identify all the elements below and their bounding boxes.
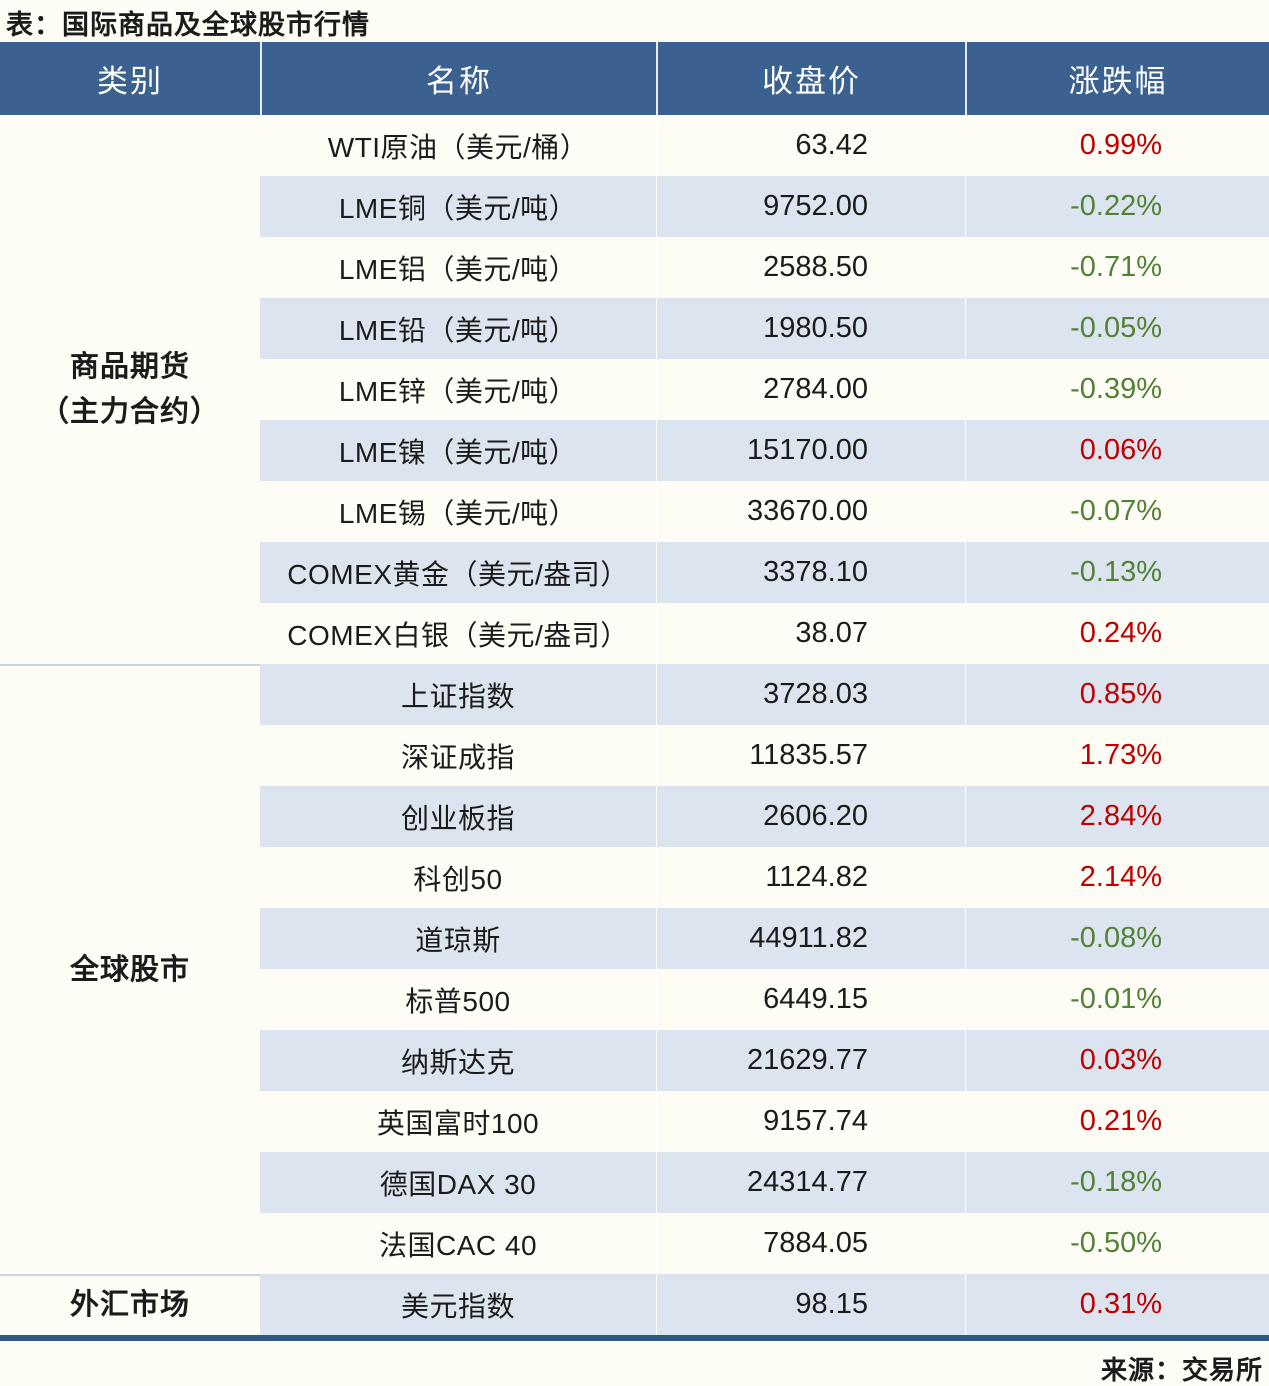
table-row: LME铝（美元/吨） 2588.50 -0.71% [260, 237, 1269, 298]
table-body: 商品期货 （主力合约） 全球股市 外汇市场 WTI原油（美元/桶） 63.42 … [0, 115, 1269, 1335]
close-price: 3728.03 [656, 664, 965, 725]
instrument-name: 法国CAC 40 [378, 1229, 538, 1261]
instrument-name: LME铜（美元/吨） [338, 192, 578, 224]
instrument-name: COMEX黄金（美元/盎司） [287, 558, 629, 590]
data-rows: WTI原油（美元/桶） 63.42 0.99% LME铜（美元/吨） 9752.… [260, 115, 1269, 1335]
table-row: 上证指数 3728.03 0.85% [260, 664, 1269, 725]
category-label-line: 外汇市场 [69, 1289, 190, 1322]
table-row: LME锌（美元/吨） 2784.00 -0.39% [260, 359, 1269, 420]
change-percent: -0.18% [965, 1152, 1269, 1213]
table-row: 标普500 6449.15 -0.01% [260, 969, 1269, 1030]
change-percent: -0.71% [965, 237, 1269, 298]
category-label-line: （主力合约） [39, 395, 220, 428]
change-percent: -0.08% [965, 908, 1269, 969]
instrument-name: 上证指数 [400, 680, 515, 712]
table-row: 道琼斯 44911.82 -0.08% [260, 908, 1269, 969]
close-price: 33670.00 [656, 481, 965, 542]
instrument-name: LME锌（美元/吨） [338, 375, 578, 407]
table-row: COMEX黄金（美元/盎司） 3378.10 -0.13% [260, 542, 1269, 603]
table-row: 英国富时100 9157.74 0.21% [260, 1091, 1269, 1152]
header-cell-category: 类别 [97, 64, 163, 99]
instrument-name: LME锡（美元/吨） [338, 497, 578, 529]
change-percent: -0.39% [965, 359, 1269, 420]
close-price: 24314.77 [656, 1152, 965, 1213]
instrument-name: LME铝（美元/吨） [338, 253, 578, 285]
change-percent: 2.14% [965, 847, 1269, 908]
instrument-name: 创业板指 [400, 802, 515, 834]
instrument-name: LME铅（美元/吨） [338, 314, 578, 346]
table-header-row: 类别 名称 收盘价 涨跌幅 [0, 42, 1269, 115]
close-price: 3378.10 [656, 542, 965, 603]
close-price: 9752.00 [656, 176, 965, 237]
change-percent: -0.13% [965, 542, 1269, 603]
table-row: LME镍（美元/吨） 15170.00 0.06% [260, 420, 1269, 481]
instrument-name: 纳斯达克 [400, 1046, 515, 1078]
change-percent: 0.99% [965, 115, 1269, 176]
change-percent: 0.24% [965, 603, 1269, 664]
close-price: 21629.77 [656, 1030, 965, 1091]
instrument-name: 道琼斯 [415, 924, 501, 956]
instrument-name: WTI原油（美元/桶） [327, 131, 589, 163]
close-price: 15170.00 [656, 420, 965, 481]
table-row: 纳斯达克 21629.77 0.03% [260, 1030, 1269, 1091]
change-percent: 2.84% [965, 786, 1269, 847]
category-label-line: 全球股市 [69, 953, 190, 986]
instrument-name: 英国富时100 [376, 1107, 540, 1139]
instrument-name: COMEX白银（美元/盎司） [287, 619, 629, 651]
instrument-name: 标普500 [405, 985, 511, 1017]
instrument-name: LME镍（美元/吨） [338, 436, 578, 468]
category-cell-global-stocks: 全球股市 [0, 664, 260, 1274]
close-price: 7884.05 [656, 1213, 965, 1274]
table-row: LME铅（美元/吨） 1980.50 -0.05% [260, 298, 1269, 359]
change-percent: 1.73% [965, 725, 1269, 786]
market-table: 类别 名称 收盘价 涨跌幅 商品期货 （主力合约） 全球股市 外汇市场 [0, 42, 1269, 1341]
close-price: 98.15 [656, 1274, 965, 1335]
table-row: COMEX白银（美元/盎司） 38.07 0.24% [260, 603, 1269, 664]
page-title: 表：国际商品及全球股市行情 [6, 10, 370, 40]
change-percent: -0.07% [965, 481, 1269, 542]
table-row: 法国CAC 40 7884.05 -0.50% [260, 1213, 1269, 1274]
close-price: 44911.82 [656, 908, 965, 969]
table-row: LME锡（美元/吨） 33670.00 -0.07% [260, 481, 1269, 542]
close-price: 11835.57 [656, 725, 965, 786]
close-price: 63.42 [656, 115, 965, 176]
header-cell-close: 收盘价 [656, 42, 965, 115]
table-row: LME铜（美元/吨） 9752.00 -0.22% [260, 176, 1269, 237]
close-price: 1124.82 [656, 847, 965, 908]
header-cell-change: 涨跌幅 [965, 42, 1269, 115]
change-percent: 0.03% [965, 1030, 1269, 1091]
source-label: 来源：交易所 [1100, 1355, 1263, 1385]
table-row: 深证成指 11835.57 1.73% [260, 725, 1269, 786]
change-percent: 0.06% [965, 420, 1269, 481]
category-label-line: 商品期货 [69, 350, 190, 383]
change-percent: -0.01% [965, 969, 1269, 1030]
close-price: 2606.20 [656, 786, 965, 847]
close-price: 1980.50 [656, 298, 965, 359]
instrument-name: 科创50 [413, 863, 503, 895]
instrument-name: 德国DAX 30 [379, 1168, 537, 1200]
close-price: 2784.00 [656, 359, 965, 420]
change-percent: -0.50% [965, 1213, 1269, 1274]
close-price: 2588.50 [656, 237, 965, 298]
table-row: 美元指数 98.15 0.31% [260, 1274, 1269, 1335]
change-percent: 0.21% [965, 1091, 1269, 1152]
close-price: 38.07 [656, 603, 965, 664]
instrument-name: 深证成指 [400, 741, 515, 773]
change-percent: -0.05% [965, 298, 1269, 359]
table-row: 科创50 1124.82 2.14% [260, 847, 1269, 908]
category-cell-commodity-futures: 商品期货 （主力合约） [0, 115, 260, 664]
table-row: 创业板指 2606.20 2.84% [260, 786, 1269, 847]
change-percent: 0.85% [965, 664, 1269, 725]
category-column: 商品期货 （主力合约） 全球股市 外汇市场 [0, 115, 260, 1335]
instrument-name: 美元指数 [400, 1290, 515, 1322]
header-cell-name: 名称 [260, 42, 656, 115]
close-price: 6449.15 [656, 969, 965, 1030]
close-price: 9157.74 [656, 1091, 965, 1152]
table-row: WTI原油（美元/桶） 63.42 0.99% [260, 115, 1269, 176]
category-cell-forex: 外汇市场 [0, 1274, 260, 1335]
change-percent: 0.31% [965, 1274, 1269, 1335]
change-percent: -0.22% [965, 176, 1269, 237]
table-row: 德国DAX 30 24314.77 -0.18% [260, 1152, 1269, 1213]
